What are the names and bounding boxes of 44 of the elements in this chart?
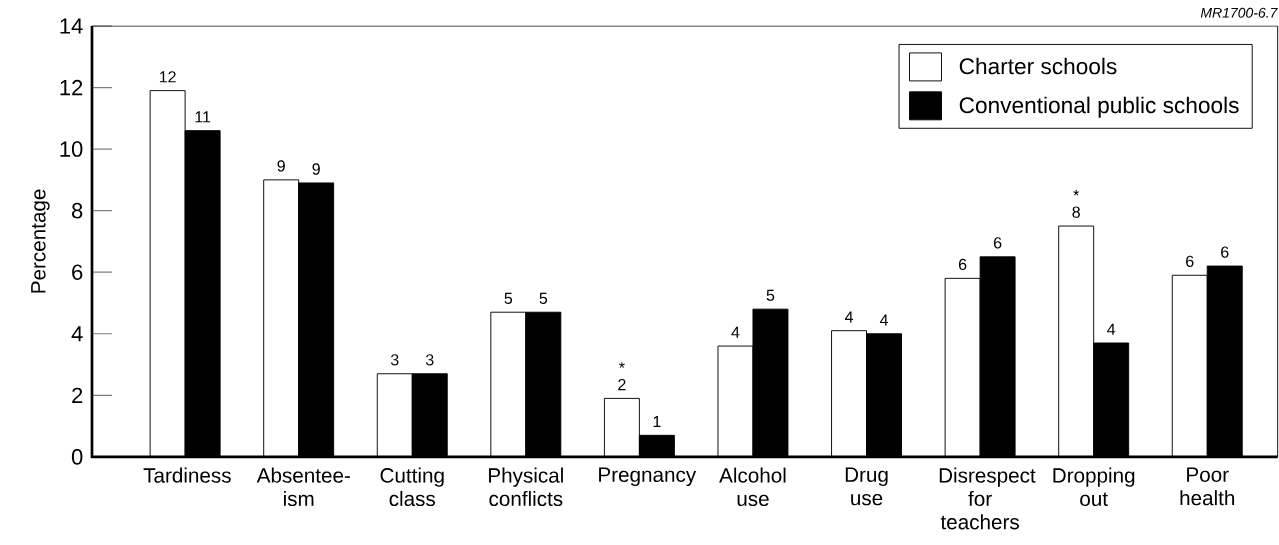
legend-label: Charter schools (959, 57, 1117, 75)
x-tick-label: Disrespect for teachers (939, 467, 1036, 530)
y-tick-label: 14 (60, 18, 83, 34)
data-label: 2 (618, 379, 626, 391)
x-tick-label: Drug use (845, 467, 888, 506)
x-tick-label: Alcohol use (719, 467, 786, 507)
x-tick-label: Dropping out (1053, 467, 1135, 507)
y-tick-label: 0 (71, 449, 83, 465)
data-label: 5 (766, 289, 775, 301)
data-label: 5 (504, 292, 513, 305)
y-tick-label: 10 (60, 141, 83, 157)
y-tick-label: 6 (72, 264, 83, 281)
data-label: 3 (390, 354, 399, 366)
data-label: 1 (653, 416, 661, 428)
text: MR1700-6.7 (1200, 7, 1278, 18)
x-tick-label: Poor health (1180, 467, 1235, 506)
y-axis-title: Percentage (31, 189, 50, 293)
data-label: 9 (277, 160, 285, 172)
y-tick-label: 8 (72, 202, 83, 219)
data-label: 4 (731, 326, 740, 338)
data-label: 5 (539, 292, 548, 305)
data-label: 11 (195, 111, 211, 123)
x-tick-label: Physical conflicts (489, 467, 563, 507)
annotation: * (1073, 189, 1080, 196)
y-tick-label: 4 (71, 326, 83, 342)
x-tick-label: Pregnancy (599, 467, 697, 487)
data-label: 12 (159, 71, 176, 83)
data-label: 6 (1221, 246, 1229, 258)
y-tick-label: 12 (60, 79, 83, 96)
x-tick-label: Cutting class (380, 467, 444, 507)
y-tick-label: 2 (72, 387, 83, 404)
data-label: 6 (993, 237, 1002, 249)
x-tick-label: Absentee-ism (256, 467, 350, 507)
data-label: 6 (1186, 255, 1194, 268)
data-label: 8 (1072, 206, 1080, 218)
annotation: * (619, 362, 625, 368)
legend-label: Conventional public schools (959, 96, 1239, 118)
data-label: 4 (844, 311, 854, 323)
data-label: 4 (879, 314, 889, 326)
x-tick-label: Tardiness (143, 467, 231, 483)
data-label: 3 (425, 354, 434, 366)
data-label: 9 (312, 163, 320, 175)
data-label: 6 (958, 258, 967, 271)
data-label: 4 (1107, 323, 1116, 335)
